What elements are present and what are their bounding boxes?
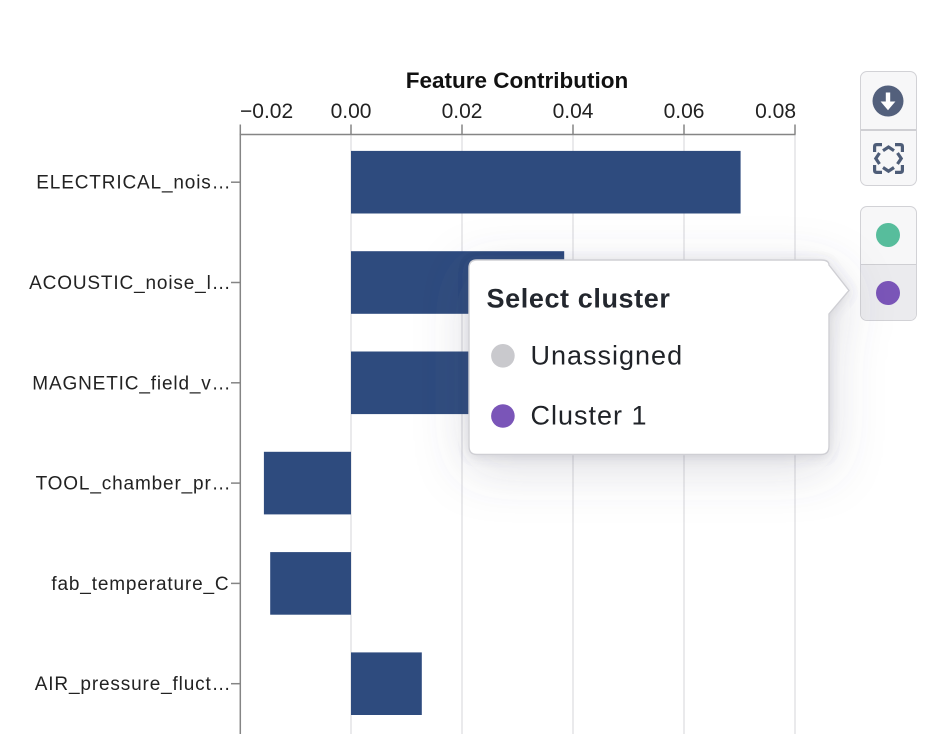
svg-text:Select cluster: Select cluster (487, 283, 671, 313)
svg-text:Cluster 1: Cluster 1 (531, 400, 648, 430)
svg-text:TOOL_chamber_pr…: TOOL_chamber_pr… (36, 474, 232, 495)
svg-text:0.06: 0.06 (664, 100, 705, 123)
svg-text:AIR_pressure_fluct…: AIR_pressure_fluct… (35, 674, 232, 695)
svg-text:0.04: 0.04 (553, 100, 594, 123)
svg-text:−0.02: −0.02 (240, 100, 293, 123)
svg-text:ACOUSTIC_noise_l…: ACOUSTIC_noise_l… (29, 273, 231, 294)
svg-text:Feature Contribution: Feature Contribution (406, 68, 628, 93)
svg-text:ELECTRICAL_nois…: ELECTRICAL_nois… (36, 173, 231, 194)
svg-text:0.02: 0.02 (442, 100, 483, 123)
svg-text:0.00: 0.00 (331, 100, 372, 123)
svg-text:Unassigned: Unassigned (531, 340, 684, 370)
svg-text:0.08: 0.08 (755, 100, 796, 123)
svg-text:fab_temperature_C: fab_temperature_C (51, 574, 229, 595)
svg-text:MAGNETIC_field_v…: MAGNETIC_field_v… (32, 373, 231, 394)
